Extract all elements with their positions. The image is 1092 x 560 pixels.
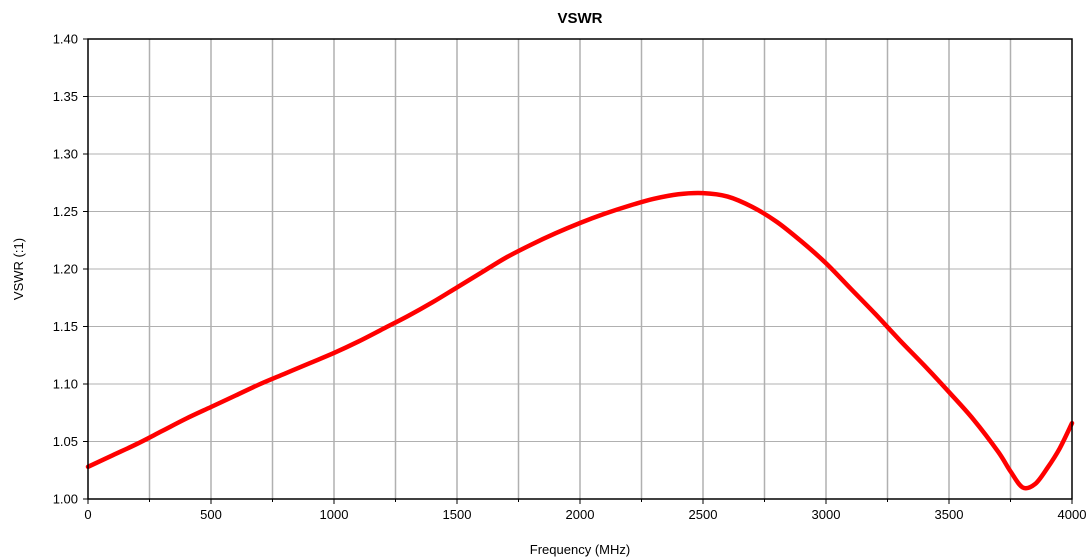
x-axis-ticks: 0 500 1000 1500 2000 2500 3000 3500 4000: [84, 499, 1086, 522]
x-axis-title: Frequency (MHz): [530, 542, 630, 557]
x-tick-label: 2500: [689, 507, 718, 522]
vswr-series-line: [85, 190, 1075, 491]
y-tick-label: 1.40: [53, 32, 78, 47]
x-tick-label: 2000: [566, 507, 595, 522]
y-tick-label: 1.35: [53, 89, 78, 104]
y-tick-label: 1.15: [53, 319, 78, 334]
x-tick-label: 3500: [935, 507, 964, 522]
y-tick-label: 1.10: [53, 377, 78, 392]
chart-title: VSWR: [558, 10, 603, 27]
y-tick-label: 1.30: [53, 147, 78, 162]
x-tick-label: 1000: [320, 507, 349, 522]
y-tick-label: 1.25: [53, 204, 78, 219]
x-tick-label: 1500: [443, 507, 472, 522]
grid-lines: [88, 39, 1072, 499]
x-tick-label: 0: [84, 507, 91, 522]
x-tick-label: 3000: [812, 507, 841, 522]
y-tick-label: 1.05: [53, 434, 78, 449]
y-axis-ticks: 1.00 1.05 1.10 1.15 1.20 1.25 1.30 1.35 1.40: [53, 32, 88, 507]
y-tick-label: 1.20: [53, 262, 78, 277]
series-layer: [85, 190, 1075, 491]
y-tick-label: 1.00: [53, 492, 78, 507]
y-axis-title: VSWR (:1): [11, 238, 26, 300]
x-tick-label: 4000: [1058, 507, 1087, 522]
x-tick-label: 500: [200, 507, 222, 522]
